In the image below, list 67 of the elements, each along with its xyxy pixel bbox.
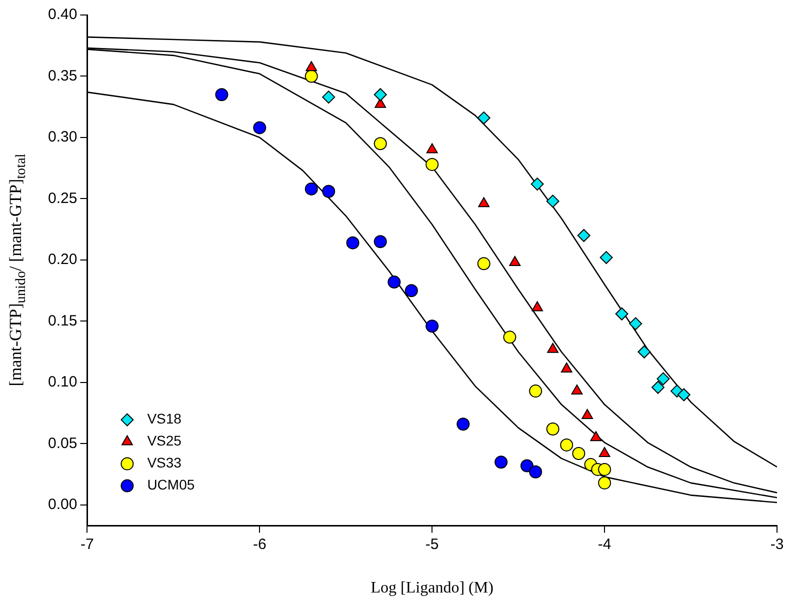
y-tick-label: 0.35 xyxy=(48,67,78,84)
legend-label: VS33 xyxy=(147,454,182,471)
point xyxy=(598,462,612,476)
point xyxy=(388,276,401,289)
x-axis-title: Log [Ligando] (M) xyxy=(370,580,494,597)
point xyxy=(374,235,387,248)
point xyxy=(560,438,574,452)
point xyxy=(546,194,560,208)
y-tick-label: 0.20 xyxy=(48,251,78,268)
point xyxy=(322,90,336,104)
point xyxy=(494,456,508,469)
x-tick-label: -7 xyxy=(80,536,94,553)
point xyxy=(677,388,690,402)
y-tick-label: 0.30 xyxy=(48,128,78,146)
point xyxy=(598,476,612,490)
point xyxy=(374,137,387,150)
point xyxy=(215,88,228,102)
point xyxy=(560,362,572,373)
point xyxy=(520,459,534,472)
point xyxy=(304,70,318,83)
y-tick-label: 0.15 xyxy=(48,312,78,330)
point xyxy=(546,422,560,436)
point xyxy=(529,465,542,478)
y-tick-label: 0.10 xyxy=(48,374,78,391)
point xyxy=(509,256,521,266)
point xyxy=(477,111,490,124)
point xyxy=(547,342,559,353)
point xyxy=(322,184,336,198)
point xyxy=(638,345,651,358)
point xyxy=(572,447,586,460)
point xyxy=(590,431,602,442)
x-tick-label: -3 xyxy=(770,536,784,553)
point xyxy=(598,447,610,458)
legend-label: VS18 xyxy=(147,410,182,427)
point xyxy=(571,384,583,395)
point xyxy=(304,182,318,196)
x-tick-label: -5 xyxy=(425,536,439,553)
point xyxy=(374,88,387,102)
y-tick-label: 0.25 xyxy=(48,190,78,207)
point xyxy=(656,372,670,386)
point xyxy=(600,251,613,264)
point xyxy=(503,330,516,344)
point xyxy=(456,418,470,431)
point xyxy=(477,257,490,270)
point xyxy=(582,409,593,420)
point xyxy=(615,307,628,320)
point xyxy=(426,158,439,171)
y-tick-label: 0.40 xyxy=(48,6,78,24)
point xyxy=(530,178,544,191)
point xyxy=(404,284,418,298)
y-tick-label: 0.00 xyxy=(48,496,78,514)
point xyxy=(306,61,318,72)
point xyxy=(426,320,439,333)
point xyxy=(426,143,438,154)
point xyxy=(532,301,543,312)
y-tick-label: 0.05 xyxy=(48,434,78,452)
x-tick-label: -4 xyxy=(598,536,612,553)
legend-label: UCM05 xyxy=(147,476,195,493)
point xyxy=(577,228,590,242)
legend-label: VS25 xyxy=(147,432,182,449)
point xyxy=(529,384,542,398)
point xyxy=(346,236,360,250)
point xyxy=(253,121,266,134)
point xyxy=(478,197,490,208)
point xyxy=(652,380,665,394)
x-tick-label: -6 xyxy=(252,536,266,553)
point xyxy=(629,317,642,330)
